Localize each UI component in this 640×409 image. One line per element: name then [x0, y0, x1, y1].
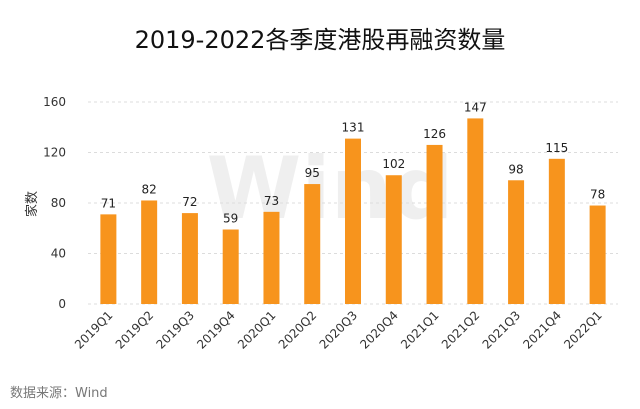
x-tick-label: 2021Q3 — [480, 308, 524, 352]
y-tick-label: 80 — [51, 196, 66, 210]
bar — [345, 138, 361, 304]
data-label: 71 — [101, 196, 116, 210]
y-tick-label: 160 — [43, 95, 66, 109]
bar — [222, 229, 239, 304]
bar — [181, 213, 198, 304]
x-tick-label: 2020Q4 — [357, 308, 401, 352]
chart-title: 2019-2022各季度港股再融资数量 — [135, 26, 506, 54]
data-label: 59 — [223, 212, 238, 226]
bar — [508, 180, 525, 304]
bar — [548, 158, 565, 304]
x-tick-label: 2020Q3 — [317, 308, 361, 352]
data-label: 131 — [342, 121, 365, 135]
y-tick-label: 40 — [51, 247, 66, 261]
x-tick-label: 2019Q4 — [194, 308, 238, 352]
bar — [426, 144, 443, 304]
y-axis-ticks: 0 40 80 120 160 — [43, 95, 66, 311]
source-note: 数据来源：Wind — [10, 386, 108, 401]
x-tick-label: 2019Q1 — [72, 308, 116, 352]
data-label: 126 — [423, 127, 446, 141]
data-label: 72 — [182, 195, 197, 209]
x-tick-label: 2019Q3 — [153, 308, 197, 352]
data-label: 98 — [508, 162, 523, 176]
data-label: 95 — [305, 166, 320, 180]
bar — [385, 175, 402, 304]
x-tick-label: 2021Q1 — [398, 308, 442, 352]
x-tick-label: 2020Q2 — [276, 308, 320, 352]
data-label: 147 — [464, 100, 487, 114]
x-tick-label: 2021Q4 — [520, 308, 564, 352]
bar — [100, 214, 117, 304]
data-label: 82 — [142, 182, 157, 196]
x-tick-label: 2020Q1 — [235, 308, 279, 352]
data-label: 78 — [590, 188, 605, 202]
data-label: 73 — [264, 194, 279, 208]
bar — [589, 205, 606, 304]
bars — [100, 118, 606, 304]
x-tick-label: 2022Q1 — [561, 308, 605, 352]
bar — [141, 200, 158, 304]
y-tick-label: 0 — [58, 297, 66, 311]
x-axis-ticks: 2019Q12019Q22019Q32019Q42020Q12020Q22020… — [72, 308, 605, 352]
bar — [304, 184, 321, 304]
x-tick-label: 2021Q2 — [439, 308, 483, 352]
watermark: Wind — [206, 139, 453, 239]
y-tick-label: 120 — [43, 146, 66, 160]
bar — [467, 118, 484, 304]
y-axis-label: 家数 — [24, 191, 40, 217]
data-label: 102 — [382, 157, 405, 171]
data-label: 115 — [545, 141, 568, 155]
x-tick-label: 2019Q2 — [113, 308, 157, 352]
data-labels: 71 82 72 59 73 95 131 102 126 147 98 115 78 — [101, 100, 606, 225]
bar — [263, 211, 280, 304]
